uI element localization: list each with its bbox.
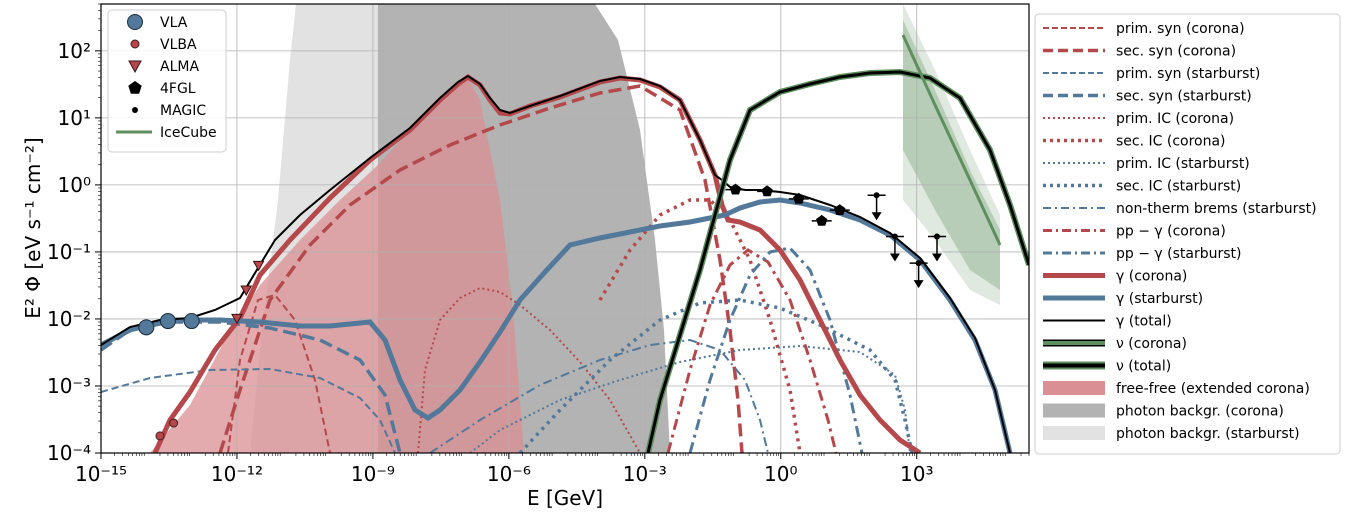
gamma-starburst-line [101, 197, 1013, 453]
y-tick-label: 10¹ [58, 106, 91, 130]
x-tick-label: 10³ [900, 462, 933, 486]
legend-main-label: VLBA [160, 37, 197, 53]
legend-main-label: MAGIC [160, 103, 206, 119]
vla-point [138, 319, 155, 336]
legend-main-label: IceCube [160, 125, 217, 141]
legend-side-label: prim. syn (corona) [1116, 21, 1245, 37]
legend-side-label: sec. IC (starburst) [1116, 179, 1241, 195]
magic-point [891, 233, 898, 240]
vlba-point [155, 431, 165, 441]
legend-side-label: prim. syn (starburst) [1116, 66, 1260, 82]
shaded-areas [150, 4, 1000, 453]
legend-side-label: photon backgr. (corona) [1116, 404, 1284, 420]
legend-main-marker [128, 81, 142, 94]
legend-side-label: prim. IC (corona) [1116, 111, 1234, 127]
non-therm-brems-starburst-line [429, 338, 769, 453]
legend-side-label: γ (starburst) [1116, 291, 1203, 307]
magic-upper-limit-arrow [889, 253, 900, 262]
vla-point [159, 313, 176, 330]
legend-side-label: non-therm brems (starburst) [1116, 201, 1317, 217]
prim-syn-corona-line [227, 293, 331, 453]
magic-point [934, 233, 941, 240]
icecube-line [901, 34, 1002, 246]
y-tick-label: 10⁻¹ [47, 240, 91, 264]
x-tick-label: 10⁰ [764, 462, 797, 486]
legend-main-marker [128, 60, 142, 74]
model-curves [101, 34, 1029, 453]
gamma-total-line [101, 74, 1011, 453]
legend-side-label: prim. IC (starburst) [1116, 156, 1250, 172]
legend-side-label: free-free (extended corona) [1116, 381, 1310, 397]
legend-side-label: sec. IC (corona) [1116, 134, 1226, 150]
legend-main: VLA VLBA ALMA 4FGL MAGIC IceCube [107, 9, 227, 153]
y-tick-label: 10² [58, 39, 91, 63]
legend-side-frame [1034, 13, 1341, 455]
plot-frame [100, 3, 1030, 454]
legend-side: prim. syn (corona) sec. syn (corona) prim.… [1034, 13, 1341, 455]
legend-side-patch [1043, 381, 1105, 395]
x-axis-title: E [GeV] [527, 486, 603, 510]
x-tick-label: 10⁻³ [623, 462, 667, 486]
sec-ic-corona-line [598, 198, 802, 453]
legend-main-label: ALMA [160, 59, 199, 75]
alma-point [240, 285, 253, 297]
legend-side-patch [1043, 426, 1105, 440]
y-tick-label: 10⁻⁴ [47, 441, 91, 465]
alma-point [252, 260, 265, 272]
y-tick-label: 10⁻³ [47, 374, 91, 398]
legend-main-marker [132, 107, 138, 113]
legend-side-label: γ (corona) [1116, 269, 1187, 285]
legend-side-label: ν (corona) [1116, 336, 1187, 352]
vlba-point [169, 418, 179, 428]
legend-side-label: sec. syn (starburst) [1116, 89, 1252, 105]
legend-side-label: sec. syn (corona) [1116, 44, 1236, 60]
4fgl-point [834, 204, 846, 215]
prim-syn-starburst-line [101, 367, 396, 453]
x-tick-label: 10⁻¹² [211, 462, 263, 486]
legend-main-label: VLA [160, 15, 188, 31]
x-tick-label: 10⁻¹⁵ [75, 462, 127, 486]
observational-data-points [138, 183, 947, 441]
4fgl-point [729, 183, 742, 195]
legend-side-patch [1043, 403, 1105, 418]
sec-syn-corona-line [218, 84, 744, 453]
nu-total-line [646, 70, 1029, 453]
legend-side-label: ν (total) [1116, 359, 1171, 375]
magic-upper-limit-arrow [932, 253, 943, 262]
magic-upper-limit-arrow [913, 280, 924, 289]
y-tick-label: 10⁰ [58, 173, 91, 197]
4fgl-point [793, 192, 805, 204]
vla-point [183, 313, 200, 330]
x-tick-label: 10⁻⁹ [351, 462, 395, 486]
magic-upper-limit-arrow [871, 212, 882, 221]
axis-ticks: 10⁻¹⁵ 10⁻¹² 10⁻⁹ 10⁻⁶ 10⁻³ 10⁰ 10³ 10⁻⁴ 10⁻³ 10⁻²… [47, 3, 1030, 486]
sec-ic-starburst-line [518, 298, 914, 453]
pp-gamma-corona-line [666, 248, 838, 453]
alma-point [231, 313, 243, 325]
legend-main-label: 4FGL [160, 81, 196, 97]
y-tick-label: 10⁻² [47, 307, 91, 331]
legend-main-marker [130, 39, 140, 49]
legend-main-marker [127, 14, 143, 30]
legend-side-label: γ (total) [1116, 314, 1172, 330]
magic-point [873, 192, 880, 199]
y-axis-title: E² Φ [eV s⁻¹ cm⁻²] [21, 137, 45, 318]
legend-side-label: photon backgr. (starburst) [1116, 426, 1300, 442]
legend-side-label: pp − γ (corona) [1116, 224, 1226, 240]
4fgl-point [816, 214, 828, 226]
magic-point [915, 260, 922, 267]
legend-side-label: pp − γ (starburst) [1116, 246, 1241, 262]
free-free-extended-corona-area [150, 78, 524, 453]
prim-ic-starburst-line [469, 344, 911, 453]
prim-ic-corona-line [417, 286, 641, 453]
4fgl-point [761, 185, 773, 197]
x-tick-label: 10⁻⁶ [487, 462, 531, 486]
